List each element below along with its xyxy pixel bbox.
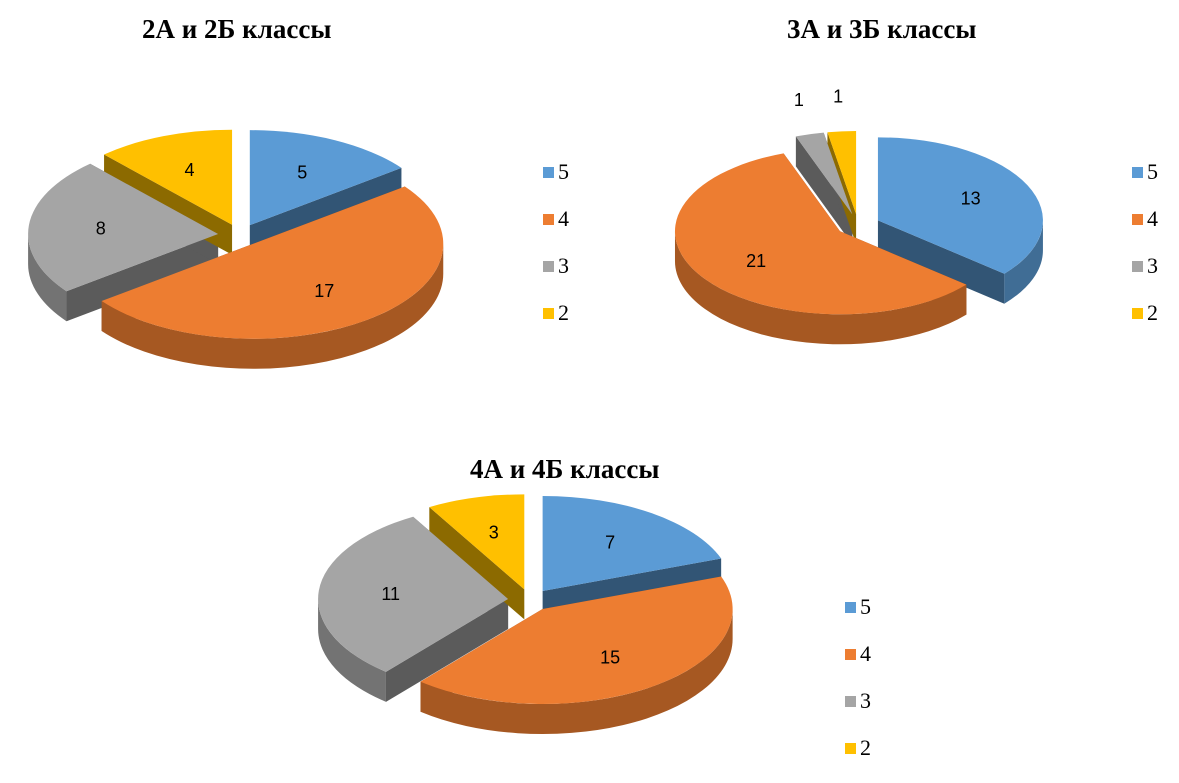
chart-title: 2А и 2Б классы (142, 14, 332, 44)
pie-slice-5 (249, 130, 402, 226)
pie-chart-grade-3: 3А и 3Б классы 13 21 1 1 5 4 3 2 (620, 0, 1179, 380)
legend-item: 2 (543, 300, 569, 325)
legend-label: 4 (860, 641, 871, 666)
chart-title: 4А и 4Б классы (470, 454, 660, 484)
slice-data-label: 7 (605, 533, 615, 553)
pie-slice-3 (795, 132, 853, 215)
pie-slice-side (429, 507, 525, 620)
legend-item: 3 (1132, 253, 1158, 278)
pie-plot: 13 21 1 1 (674, 87, 1043, 345)
pie-slice-side (877, 220, 1005, 304)
pie-slice-side (385, 599, 509, 702)
pie-plot: 5 17 8 4 (28, 129, 444, 369)
pie-slice-2 (827, 131, 857, 215)
legend-label: 3 (558, 253, 569, 278)
slice-data-label: 4 (184, 160, 194, 180)
legend-swatch (1132, 307, 1143, 319)
pie-slice-2 (429, 494, 525, 590)
legend-label: 4 (558, 206, 569, 231)
legend-label: 3 (1147, 253, 1158, 278)
legend-item: 4 (1132, 206, 1158, 231)
pie-chart-grade-4: 4А и 4Б классы 7 15 11 3 5 4 3 2 (300, 440, 900, 783)
slice-data-label: 1 (794, 90, 804, 110)
pie-slice-rim (28, 233, 67, 322)
pie-chart-grade-2: 2А и 2Б классы 5 17 8 4 5 4 3 2 (0, 0, 600, 380)
legend-swatch (543, 213, 554, 225)
pie-slice-side (66, 233, 219, 322)
pie-slice-5 (877, 137, 1043, 274)
pie-slice-2 (104, 129, 233, 225)
pie-slice-rim (318, 599, 386, 702)
pie-plot: 7 15 11 3 (318, 494, 733, 735)
chart-legend: 5 4 3 2 (1132, 159, 1158, 348)
slice-data-label: 17 (314, 281, 334, 301)
slice-data-label: 3 (489, 522, 499, 542)
legend-swatch (845, 648, 856, 660)
legend-label: 5 (558, 159, 569, 184)
legend-swatch (845, 601, 856, 613)
pie-slice-side (795, 136, 853, 245)
legend-swatch (845, 742, 856, 754)
legend-item: 3 (845, 688, 871, 713)
legend-label: 4 (1147, 206, 1158, 231)
pie-slice-4 (674, 153, 967, 315)
legend-swatch (845, 695, 856, 707)
slice-data-label: 21 (746, 251, 766, 271)
pie-slice-rim (674, 231, 967, 345)
slice-data-label: 11 (381, 584, 400, 604)
legend-label: 2 (558, 300, 569, 325)
pie-slice-rim (101, 243, 444, 369)
pie-slice-4 (420, 576, 733, 705)
pie-slice-rim (1004, 220, 1043, 304)
legend-swatch (543, 260, 554, 272)
legend-item: 2 (845, 735, 871, 760)
pie-slice-3 (318, 516, 509, 672)
legend-label: 5 (1147, 159, 1158, 184)
legend-swatch (543, 166, 554, 178)
legend-swatch (1132, 260, 1143, 272)
legend-swatch (1132, 213, 1143, 225)
slice-data-label: 8 (96, 219, 106, 239)
legend-item: 3 (543, 253, 569, 278)
legend-item: 5 (543, 159, 569, 184)
chart-legend: 5 4 3 2 (543, 159, 569, 348)
legend-item: 5 (1132, 159, 1158, 184)
chart-legend: 5 4 3 2 (845, 594, 871, 783)
legend-item: 4 (543, 206, 569, 231)
chart-title: 3А и 3Б классы (787, 14, 977, 44)
slice-data-label: 15 (600, 647, 620, 667)
pie-slice-4 (101, 186, 444, 339)
slice-data-label: 13 (961, 189, 981, 209)
legend-item: 5 (845, 594, 871, 619)
legend-label: 3 (860, 688, 871, 713)
legend-item: 2 (1132, 300, 1158, 325)
slice-data-label: 1 (833, 87, 843, 107)
legend-swatch (1132, 166, 1143, 178)
slice-data-label: 5 (297, 162, 307, 182)
pie-slice-3 (28, 163, 219, 292)
pie-slice-rim (420, 609, 733, 735)
legend-label: 5 (860, 594, 871, 619)
legend-item: 4 (845, 641, 871, 666)
pie-slice-5 (542, 495, 722, 591)
legend-label: 2 (1147, 300, 1158, 325)
legend-swatch (543, 307, 554, 319)
legend-label: 2 (860, 735, 871, 760)
